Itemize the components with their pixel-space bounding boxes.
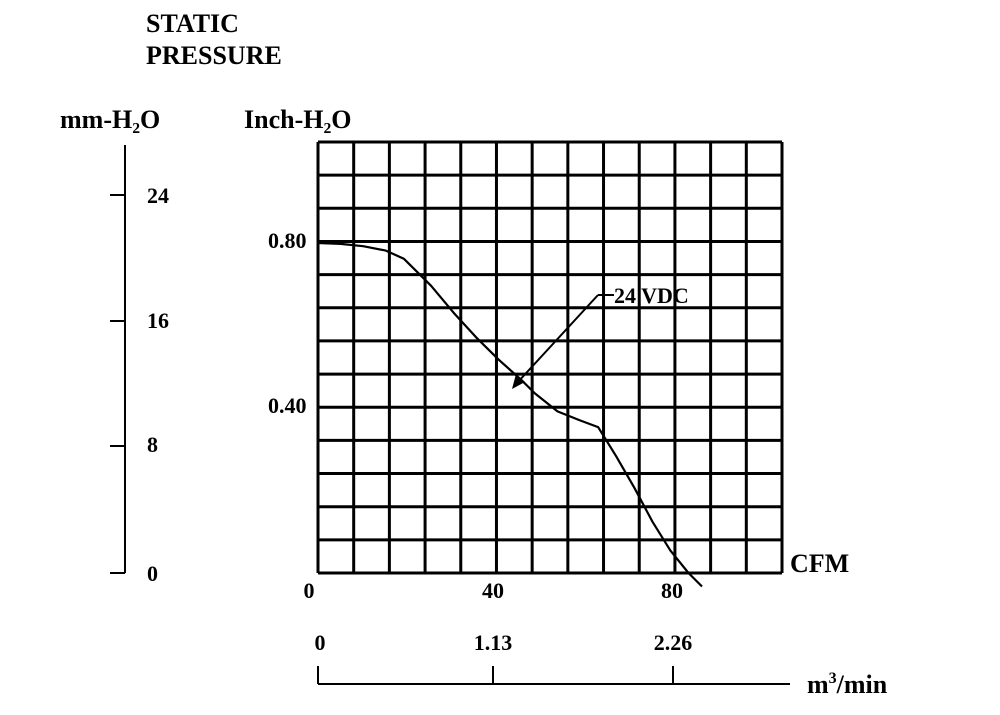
series-line-24vdc (317, 241, 703, 588)
m3-axis: 0 1.13 2.26 m3/min (315, 630, 888, 699)
y-axis-label-inch: Inch-H₂O (244, 105, 351, 134)
m3-label-sup: 3 (829, 670, 837, 687)
cfm-tick-label-80: 80 (661, 578, 683, 603)
x-axis-label-m3: m3/min (807, 670, 888, 699)
cfm-tick-label-0: 0 (304, 578, 315, 603)
annotation-24vdc: 24 VDC (512, 283, 689, 389)
cfm-tick-label-40: 40 (482, 578, 504, 603)
annotation-arrowhead (512, 374, 525, 389)
annotation-arrow-shaft (516, 294, 599, 384)
x-axis-label-cfm: CFM (790, 549, 849, 578)
chart-title-line-2: PRESSURE (146, 41, 282, 70)
plot-grid (316, 140, 784, 575)
mm-tick-label-8: 8 (147, 432, 158, 457)
inch-tick-label-0.80: 0.80 (268, 228, 307, 253)
m3-tick-label-1.13: 1.13 (474, 630, 513, 655)
m3-tick-label-0: 0 (315, 630, 326, 655)
mm-tick-label-0: 0 (147, 561, 158, 586)
mm-tick-label-24: 24 (147, 183, 169, 208)
inch-tick-label-0.40: 0.40 (268, 393, 307, 418)
mm-axis: 24 16 8 0 (110, 145, 169, 586)
annotation-label: 24 VDC (614, 283, 689, 308)
y-axis-label-mm: mm-H₂O (60, 105, 160, 134)
m3-tick-label-2.26: 2.26 (654, 630, 693, 655)
m3-label-base: m (807, 670, 829, 699)
m3-label-rest: /min (836, 670, 888, 699)
mm-tick-label-16: 16 (147, 308, 169, 333)
chart-title-line-1: STATIC (146, 9, 239, 38)
